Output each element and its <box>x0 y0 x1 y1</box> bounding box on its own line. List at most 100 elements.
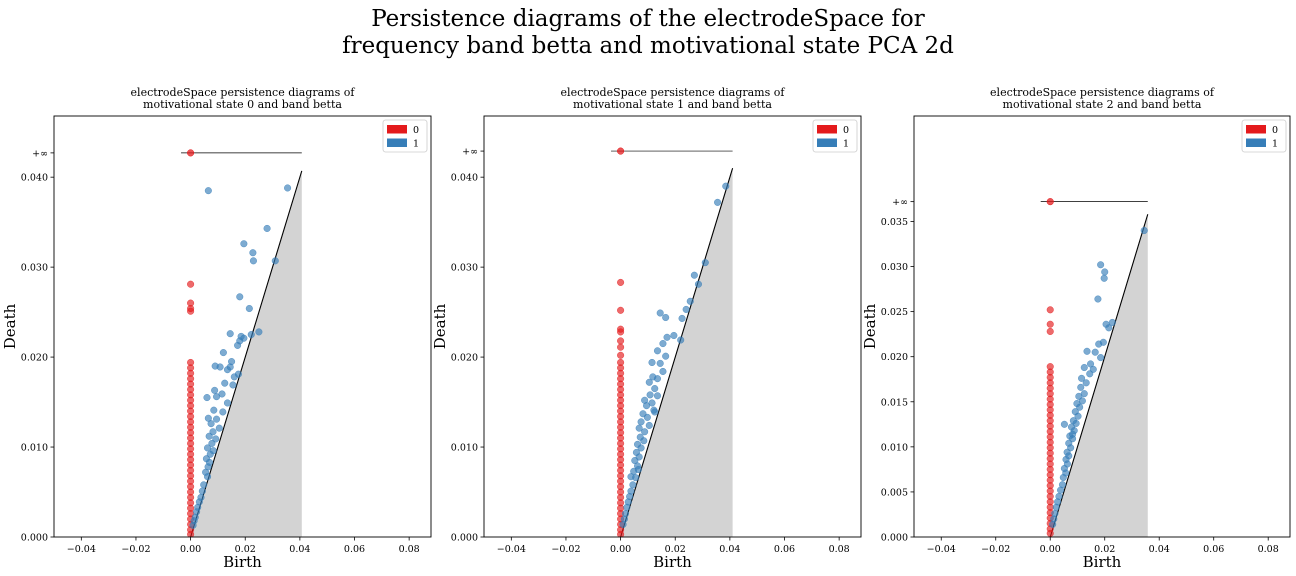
data-point-h1 <box>662 313 670 322</box>
data-point-h1 <box>216 363 224 371</box>
data-point-h1 <box>215 424 223 432</box>
x-tick-label: −0.02 <box>551 544 580 555</box>
x-axis-label: Birth <box>653 553 692 571</box>
x-tick-label: 0.02 <box>665 544 686 555</box>
data-point-h1 <box>245 304 253 313</box>
x-axis-label: Birth <box>1083 553 1122 571</box>
data-point-h1 <box>1059 473 1067 482</box>
data-point-h1 <box>651 408 659 416</box>
data-point-h1 <box>635 424 643 432</box>
data-point-h1 <box>653 347 662 355</box>
data-point-h1 <box>640 437 648 445</box>
data-point-h1 <box>1097 261 1105 269</box>
y-tick-label: 0.030 <box>451 263 478 274</box>
data-point-h1 <box>694 280 703 288</box>
x-tick-label: 0.04 <box>1149 544 1170 555</box>
x-tick-label: 0.02 <box>1094 544 1115 555</box>
legend-label-h1: 1 <box>1272 139 1278 150</box>
data-point-h1 <box>649 373 657 381</box>
data-point-h1 <box>677 336 685 344</box>
y-axis-label: Death <box>431 303 449 349</box>
data-point-h1 <box>1074 412 1082 420</box>
axes-frame <box>53 115 432 538</box>
data-point-h1 <box>263 224 271 232</box>
data-point-h1 <box>659 340 667 348</box>
data-point-h1 <box>722 182 730 190</box>
plot-area <box>181 149 303 537</box>
data-point-h1 <box>205 432 213 440</box>
axes-frame <box>483 115 862 538</box>
legend-swatch-h1 <box>387 138 407 147</box>
infinite-point-h0 <box>1046 198 1054 206</box>
data-point-h1 <box>653 392 662 400</box>
data-point-h1 <box>206 450 214 458</box>
data-point-h1 <box>1097 354 1105 362</box>
legend-swatch-h0 <box>387 125 407 134</box>
data-point-h1 <box>1052 503 1060 511</box>
data-point-h1 <box>1086 370 1094 378</box>
data-point-h1 <box>619 520 627 528</box>
panel-title-line-2: motivational state 0 and band betta <box>143 98 342 111</box>
x-tick-label: −0.02 <box>981 544 1010 555</box>
x-tick-label: −0.04 <box>497 544 526 555</box>
legend-box <box>1241 119 1287 153</box>
data-point-h1 <box>670 331 678 340</box>
data-point-h1 <box>656 309 664 317</box>
data-point-h1 <box>1105 324 1113 332</box>
data-point-h1 <box>271 257 279 265</box>
x-tick-label: 0.00 <box>180 544 201 555</box>
infinity-tick-label: +∞ <box>32 148 48 159</box>
infinity-tick-label: +∞ <box>462 147 478 158</box>
data-point-h1 <box>648 358 656 367</box>
data-point-h1 <box>219 349 227 357</box>
data-point-h1 <box>207 420 215 428</box>
data-point-h0 <box>617 278 625 286</box>
data-point-h1 <box>646 391 654 399</box>
legend-swatch-h0 <box>817 125 837 134</box>
x-tick-label: 0.02 <box>235 544 256 555</box>
diagonal-line <box>1049 214 1149 537</box>
data-point-h1 <box>212 393 221 401</box>
data-point-h1 <box>203 444 212 452</box>
x-tick-label: −0.04 <box>67 544 96 555</box>
data-point-h1 <box>204 187 212 195</box>
data-point-h1 <box>284 184 292 192</box>
data-point-h1 <box>212 435 220 443</box>
figure-title: Persistence diagrams of the electrodeSpa… <box>0 6 1296 60</box>
data-point-h1 <box>690 271 698 279</box>
data-point-h1 <box>1091 348 1099 356</box>
data-point-h1 <box>1108 318 1116 326</box>
legend: 01 <box>1241 119 1287 153</box>
data-point-h1 <box>682 305 690 313</box>
data-point-h1 <box>210 406 218 414</box>
figure-title-line-2: frequency band betta and motivational st… <box>342 33 954 59</box>
data-point-h0 <box>617 351 625 359</box>
data-point-h1 <box>637 444 645 452</box>
y-tick-label: 0.020 <box>451 353 478 364</box>
infinity-tick-label: +∞ <box>892 197 908 208</box>
data-point-h1 <box>645 378 653 386</box>
x-tick-label: −0.02 <box>121 544 150 555</box>
x-tick-label: 0.08 <box>1258 544 1279 555</box>
y-tick-label: 0.010 <box>21 443 48 454</box>
data-point-h1 <box>686 297 694 305</box>
data-point-h1 <box>1094 295 1102 303</box>
data-point-h1 <box>208 439 216 447</box>
data-point-h1 <box>1069 430 1077 438</box>
data-point-h1 <box>223 399 232 407</box>
x-tick-label: 0.08 <box>399 544 420 555</box>
data-point-h1 <box>623 503 631 511</box>
x-tick-label: 0.04 <box>289 544 310 555</box>
data-point-h1 <box>209 428 217 436</box>
y-tick-label: 0.010 <box>881 442 908 453</box>
x-axis-label: Birth <box>223 553 262 571</box>
data-point-h0 <box>617 358 625 367</box>
data-point-h1 <box>714 198 722 206</box>
data-point-h1 <box>1101 268 1109 276</box>
y-tick-label: 0.015 <box>881 397 908 408</box>
data-point-h1 <box>651 385 659 393</box>
legend-label-h0: 0 <box>413 125 419 136</box>
data-point-h1 <box>678 314 686 322</box>
data-point-h1 <box>221 379 229 387</box>
data-point-h1 <box>1077 383 1085 391</box>
